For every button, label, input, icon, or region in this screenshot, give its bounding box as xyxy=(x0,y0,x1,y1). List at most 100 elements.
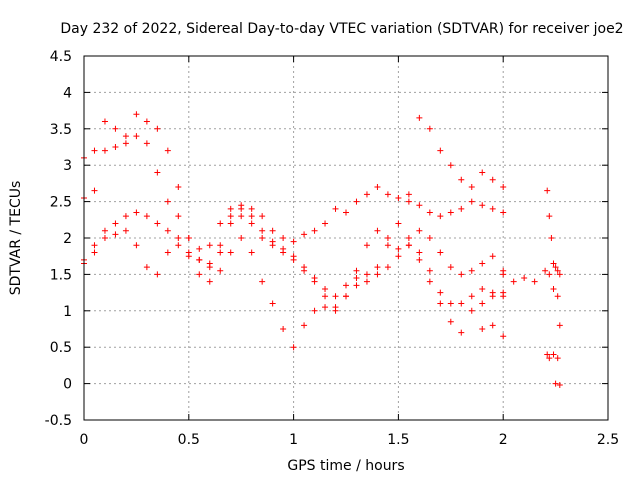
grid xyxy=(84,56,608,420)
data-point xyxy=(468,198,475,205)
data-point xyxy=(112,220,119,227)
data-point xyxy=(447,300,454,307)
data-point xyxy=(164,227,171,234)
y-tick-label: 4.5 xyxy=(50,49,72,65)
data-point xyxy=(122,213,129,220)
data-point xyxy=(206,278,213,285)
x-tick-label: 0.5 xyxy=(178,432,200,448)
data-point xyxy=(546,213,553,220)
data-point xyxy=(426,278,433,285)
y-tick-label: 4 xyxy=(63,85,72,101)
data-point xyxy=(301,231,308,238)
data-point xyxy=(280,235,287,241)
data-point xyxy=(122,227,129,234)
data-point xyxy=(280,245,287,252)
data-point xyxy=(437,213,444,220)
series-late-segment xyxy=(500,267,563,329)
data-point xyxy=(101,118,108,125)
data-point xyxy=(479,202,486,209)
data-point xyxy=(164,249,171,256)
y-tick-label: -0.5 xyxy=(45,413,72,429)
data-point xyxy=(112,125,119,132)
data-point xyxy=(447,162,454,169)
data-point xyxy=(479,300,486,307)
y-tick-label: 1 xyxy=(63,304,72,320)
data-point xyxy=(447,209,454,216)
series-late-low xyxy=(479,322,563,389)
data-point xyxy=(238,213,245,220)
data-point xyxy=(112,231,119,238)
data-point xyxy=(227,220,234,227)
data-point xyxy=(217,267,224,274)
data-point xyxy=(384,264,391,271)
data-point xyxy=(556,322,563,329)
data-point xyxy=(143,118,150,125)
data-point xyxy=(552,380,559,387)
data-point xyxy=(175,242,182,249)
data-point xyxy=(489,253,496,260)
data-point xyxy=(227,249,234,256)
data-point xyxy=(353,267,360,274)
data-point xyxy=(259,227,266,234)
data-point xyxy=(206,242,213,249)
data-point xyxy=(479,169,486,176)
data-point xyxy=(217,249,224,256)
data-point xyxy=(248,205,255,212)
data-point xyxy=(353,198,360,205)
data-point xyxy=(437,289,444,296)
data-point xyxy=(500,333,507,340)
data-point xyxy=(196,271,203,278)
data-point xyxy=(122,133,129,140)
data-point xyxy=(133,242,140,249)
data-point xyxy=(546,271,553,278)
data-point xyxy=(227,213,234,220)
data-point xyxy=(552,264,559,271)
data-point xyxy=(154,169,161,176)
data-point xyxy=(322,293,329,300)
data-point xyxy=(542,267,549,274)
data-point xyxy=(322,285,329,292)
data-point xyxy=(154,220,161,227)
data-point xyxy=(185,249,192,256)
data-point xyxy=(416,256,423,263)
data-point xyxy=(489,176,496,183)
data-point xyxy=(374,227,381,234)
data-point xyxy=(395,245,402,252)
data-point xyxy=(91,147,98,154)
y-tick-label: 3 xyxy=(63,158,72,174)
data-point xyxy=(554,267,561,274)
data-point xyxy=(556,382,563,389)
data-point xyxy=(544,351,551,358)
data-point xyxy=(405,242,412,249)
data-point xyxy=(101,147,108,154)
data-point xyxy=(353,282,360,289)
data-point xyxy=(374,271,381,278)
data-point xyxy=(101,227,108,234)
data-point xyxy=(248,213,255,220)
data-point xyxy=(548,235,555,241)
data-point xyxy=(554,355,561,362)
data-point xyxy=(248,220,255,227)
data-point xyxy=(405,198,412,205)
data-point xyxy=(269,227,276,234)
data-point xyxy=(227,205,234,212)
data-point xyxy=(363,242,370,249)
data-point xyxy=(259,235,266,241)
data-point xyxy=(133,133,140,140)
data-point xyxy=(479,260,486,267)
data-point xyxy=(91,187,98,194)
data-point xyxy=(395,194,402,201)
data-point xyxy=(311,307,318,314)
data-point xyxy=(458,329,465,336)
data-point xyxy=(550,260,557,267)
data-point xyxy=(238,235,245,241)
data-point xyxy=(91,242,98,249)
axis-ticks xyxy=(83,55,609,421)
data-point xyxy=(311,227,318,234)
data-point xyxy=(479,326,486,332)
data-point xyxy=(175,184,182,191)
data-point xyxy=(301,322,308,329)
data-point xyxy=(363,271,370,278)
data-point xyxy=(290,253,297,260)
